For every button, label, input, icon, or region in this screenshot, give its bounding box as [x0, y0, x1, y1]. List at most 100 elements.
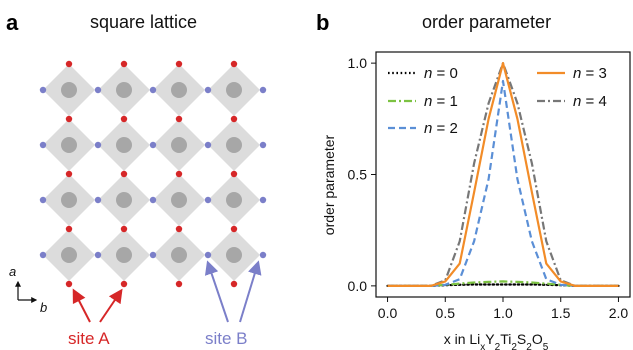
site-b-atom: [149, 141, 157, 149]
lattice-center-atom: [61, 247, 77, 263]
lattice-center-atom: [61, 192, 77, 208]
site-a-atom: [65, 225, 73, 233]
lattice-center-atom: [61, 82, 77, 98]
site-b-atom: [149, 251, 157, 259]
lattice-center-atom: [226, 82, 242, 98]
site-b-annotation: site B: [204, 260, 262, 348]
lattice-center-atom: [171, 192, 187, 208]
site-a-atom: [175, 170, 183, 178]
site-b-atom: [204, 86, 212, 94]
panel-a-letter: a: [6, 10, 19, 35]
site-b-atom: [259, 196, 267, 204]
site-a-atom: [175, 60, 183, 68]
x-label-sub: 2: [526, 342, 532, 350]
axis-ticks: 0.0 0.5 1.0 1.5 2.0 0.0 0.5 1.0: [348, 55, 629, 321]
site-b-atom: [204, 141, 212, 149]
legend-label: n = 4: [573, 93, 607, 110]
site-a-annotation: site A: [68, 288, 123, 348]
site-b-atom: [259, 86, 267, 94]
panel-b-title: order parameter: [422, 12, 551, 32]
lattice-center-atom: [226, 192, 242, 208]
lattice-center-atom: [61, 137, 77, 153]
x-tick-label: 0.0: [378, 305, 398, 321]
x-tick-label: 0.5: [436, 305, 456, 321]
site-a-atom: [120, 170, 128, 178]
x-tick-label: 1.5: [551, 305, 571, 321]
x-axis-label: x in LixY2Ti2S2O5: [444, 331, 549, 350]
site-b-arrow-right: [239, 260, 262, 323]
lattice-center-atom: [171, 247, 187, 263]
site-b-atom: [94, 251, 102, 259]
lattice-center-atom: [171, 137, 187, 153]
site-b-atom: [39, 196, 47, 204]
x-label-part: Ti: [500, 331, 511, 347]
lattice-center-atom: [116, 247, 132, 263]
lattice-center-atom: [226, 137, 242, 153]
site-b-atom: [39, 141, 47, 149]
panel-b-letter: b: [316, 10, 329, 35]
site-b-atom: [204, 196, 212, 204]
legend-label: n = 2: [424, 120, 458, 137]
x-tick-label: 2.0: [609, 305, 629, 321]
lattice-center-atom: [116, 192, 132, 208]
site-a-atom: [120, 225, 128, 233]
square-lattice: [39, 60, 267, 288]
x-label-part: O: [532, 331, 543, 347]
site-a-arrow-left: [72, 288, 91, 323]
order-parameter-plot: 0.0 0.5 1.0 1.5 2.0 0.0 0.5 1.0 n = 0 n = 1 n = 2…: [348, 51, 631, 321]
x-label-sub: 5: [543, 342, 549, 350]
panel-a: a square lattice a b site A site B: [6, 10, 267, 348]
site-b-atom: [259, 141, 267, 149]
panel-b: b order parameter 0.0 0.5 1.0 1.5 2.0 0.0 0.5 1…: [316, 10, 631, 350]
plot-frame: [375, 51, 631, 298]
direction-indicator: a b: [9, 264, 47, 315]
series-line-n2: [387, 79, 619, 287]
y-tick-label: 0.5: [348, 167, 368, 183]
site-a-atom: [120, 60, 128, 68]
series-line-n3: [387, 61, 619, 287]
site-b-atom: [39, 251, 47, 259]
x-label-sub: 2: [495, 342, 501, 350]
lattice-center-atom: [116, 82, 132, 98]
x-label-part: S: [517, 331, 526, 347]
site-a-atom: [230, 60, 238, 68]
site-a-atom: [120, 280, 128, 288]
site-b-atom: [39, 86, 47, 94]
site-b-atom: [94, 141, 102, 149]
series-lines: [386, 61, 620, 287]
legend-label: n = 0: [424, 65, 458, 82]
legend: n = 0 n = 1 n = 2 n = 3 n = 4: [388, 65, 607, 137]
lattice-center-atom: [226, 247, 242, 263]
site-a-atom: [120, 115, 128, 123]
site-b-arrow-left: [204, 260, 229, 323]
legend-label: n = 3: [573, 65, 607, 82]
site-b-atom: [204, 251, 212, 259]
site-a-arrow-right: [99, 288, 123, 323]
site-a-atom: [230, 170, 238, 178]
site-a-atom: [65, 280, 73, 288]
site-a-atom: [230, 280, 238, 288]
site-a-atom: [175, 115, 183, 123]
site-b-atom: [149, 196, 157, 204]
site-b-atom: [94, 196, 102, 204]
lattice-center-atom: [116, 137, 132, 153]
b-direction-label: b: [40, 300, 47, 315]
site-a-atom: [65, 170, 73, 178]
x-label-sub: 2: [511, 342, 517, 350]
site-a-label: site A: [68, 329, 110, 348]
site-a-atom: [65, 115, 73, 123]
y-tick-label: 0.0: [348, 278, 368, 294]
site-a-atom: [230, 225, 238, 233]
site-a-atom: [175, 280, 183, 288]
site-b-atom: [259, 251, 267, 259]
site-a-atom: [175, 225, 183, 233]
y-tick-label: 1.0: [348, 55, 368, 71]
site-b-atom: [149, 86, 157, 94]
site-a-atom: [65, 60, 73, 68]
x-label-sub: x: [480, 342, 485, 350]
site-b-label: site B: [205, 329, 248, 348]
x-label-part: x in Li: [444, 331, 481, 347]
lattice-center-atom: [171, 82, 187, 98]
a-direction-label: a: [9, 264, 16, 279]
